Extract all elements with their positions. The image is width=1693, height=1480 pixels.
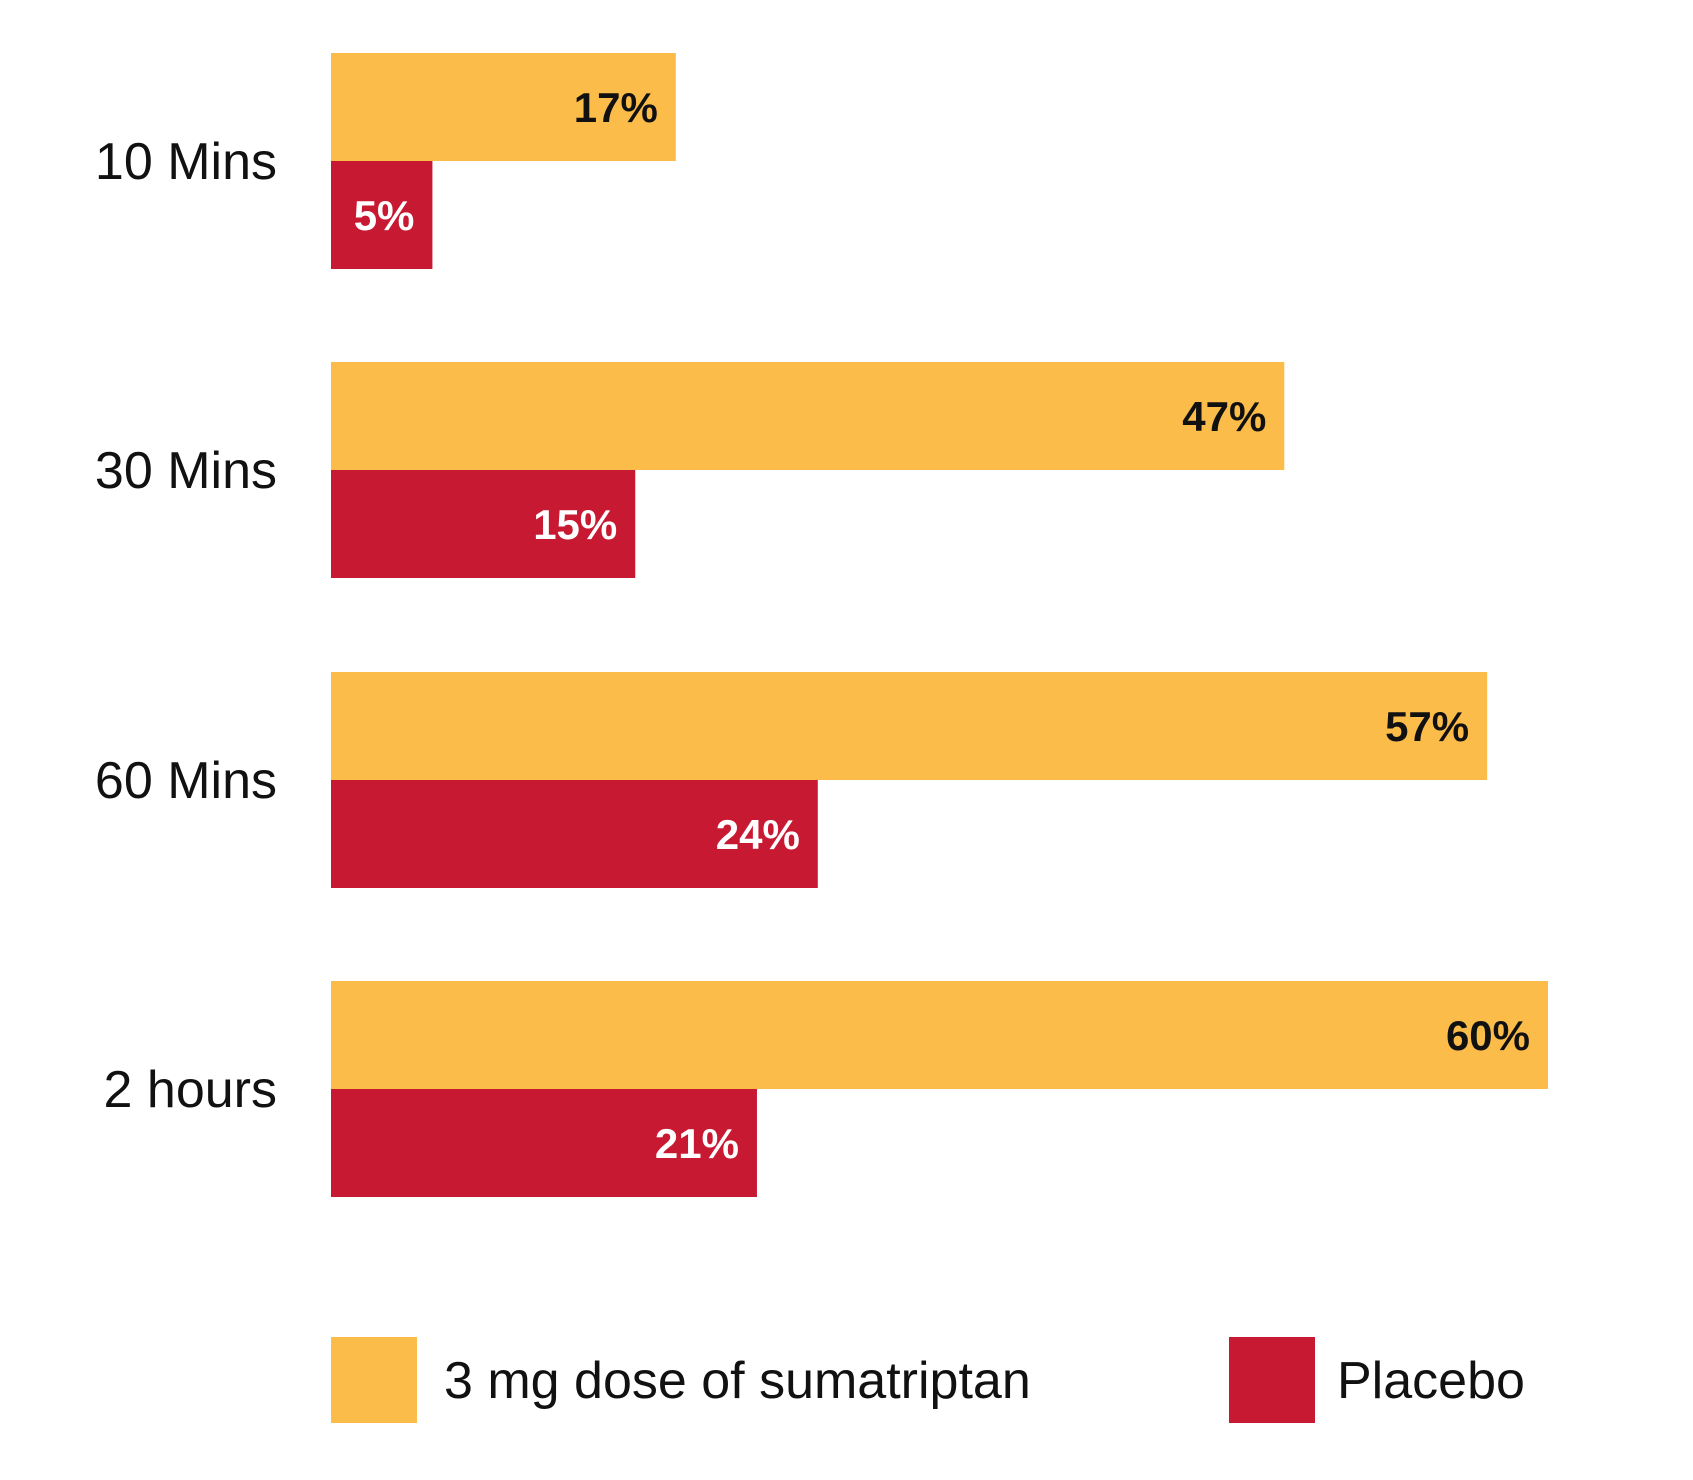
chart-bars — [331, 53, 1548, 1197]
bar-placebo — [331, 470, 636, 578]
legend-swatch — [331, 1337, 417, 1423]
bar-placebo — [331, 1089, 757, 1197]
legend-swatch — [1229, 1337, 1315, 1423]
data-label: 60% — [1446, 1012, 1530, 1059]
bar-sumatriptan — [331, 362, 1285, 470]
bar-sumatriptan — [331, 981, 1548, 1089]
legend: 3 mg dose of sumatriptan Placebo — [331, 1337, 1525, 1423]
category-label: 30 Mins — [95, 442, 277, 500]
category-label: 60 Mins — [95, 752, 277, 810]
bar-placebo — [331, 780, 818, 888]
value-labels: 17% 5% 47% 15% 57% 24% 60% 21% — [354, 84, 1530, 1167]
bar-sumatriptan — [331, 53, 676, 161]
data-label: 24% — [716, 811, 800, 858]
bar-sumatriptan — [331, 672, 1488, 780]
data-label: 57% — [1385, 703, 1469, 750]
category-labels: 10 Mins 30 Mins 60 Mins 2 hours — [95, 133, 277, 1119]
legend-label: Placebo — [1337, 1352, 1525, 1410]
data-label: 15% — [533, 501, 617, 548]
category-label: 2 hours — [104, 1061, 277, 1119]
category-label: 10 Mins — [95, 133, 277, 191]
data-label: 47% — [1182, 393, 1266, 440]
data-label: 21% — [655, 1120, 739, 1167]
bar-placebo — [331, 161, 433, 269]
data-label: 5% — [354, 192, 415, 239]
legend-label: 3 mg dose of sumatriptan — [444, 1352, 1031, 1410]
data-label: 17% — [574, 84, 658, 131]
